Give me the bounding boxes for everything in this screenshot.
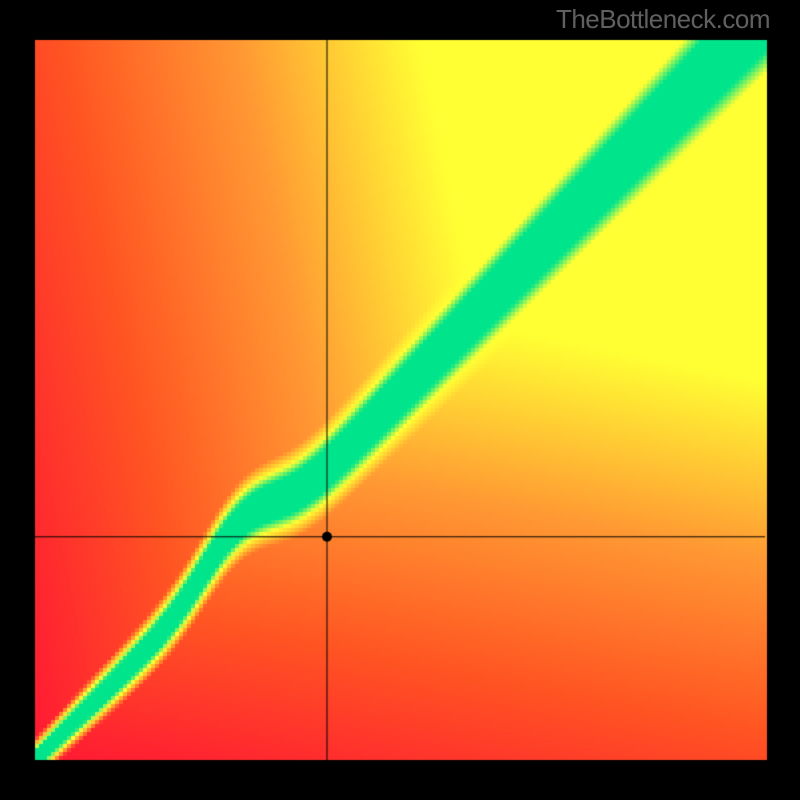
chart-container: TheBottleneck.com bbox=[0, 0, 800, 800]
heatmap-canvas bbox=[0, 0, 800, 800]
watermark-text: TheBottleneck.com bbox=[556, 4, 770, 35]
